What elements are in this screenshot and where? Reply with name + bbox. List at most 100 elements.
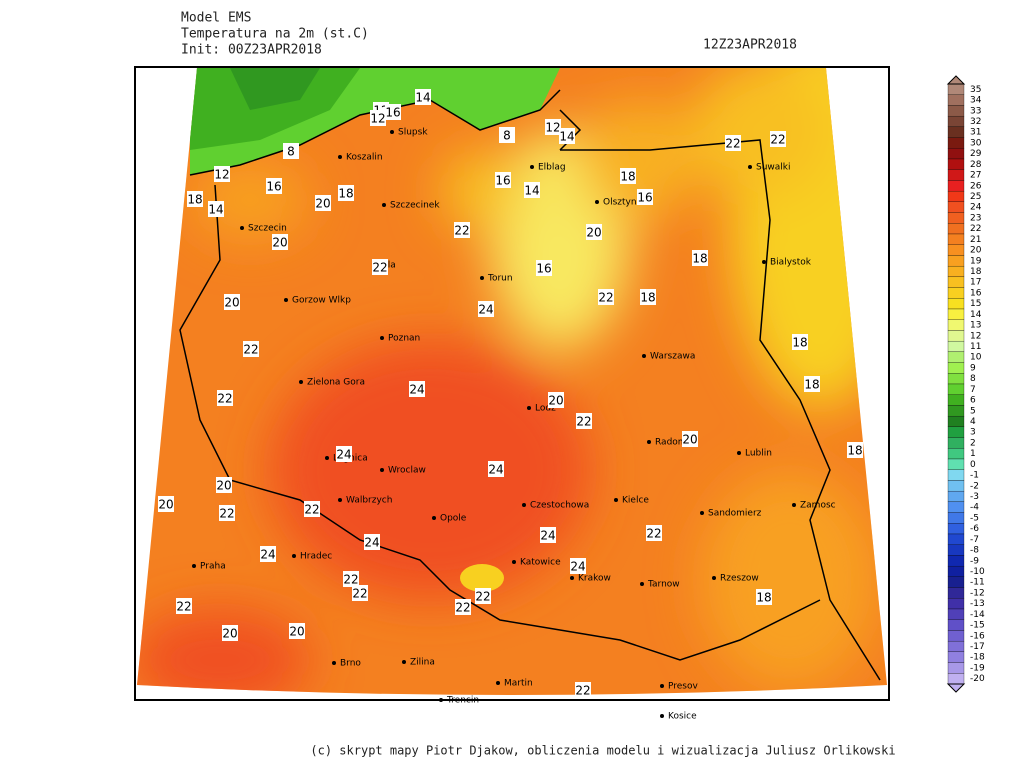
contour-label-text: 24 — [336, 448, 351, 462]
colorbar-label: -4 — [970, 503, 979, 513]
city-dot — [614, 498, 618, 502]
contour-label-box — [540, 527, 556, 543]
contour-label: 20 — [224, 294, 240, 310]
city-dot — [380, 468, 384, 472]
colorbar-label: 16 — [970, 288, 982, 298]
contour-label-box — [545, 119, 561, 135]
colorbar-label: 13 — [970, 321, 981, 331]
contour-label-text: 16 — [495, 174, 510, 188]
contour-label-box — [454, 222, 470, 238]
contour-label-box — [455, 599, 471, 615]
colorbar-swatch — [947, 565, 965, 578]
colorbar-label: -6 — [970, 524, 979, 534]
contour-label-box — [692, 250, 708, 266]
contour-label-box — [385, 104, 401, 120]
contour-label: 22 — [598, 289, 614, 305]
init: Init: 00Z23APR2018 — [181, 43, 322, 58]
colorbar-label: 26 — [970, 181, 982, 191]
city-name: Zamosc — [800, 501, 836, 511]
contour-label: 24 — [488, 461, 504, 477]
colorbar-label: 14 — [970, 310, 982, 320]
contour-label-box — [804, 376, 820, 392]
colorbar-label: -11 — [970, 578, 985, 588]
contour-label-text: 22 — [475, 590, 490, 604]
contour-label-box — [217, 390, 233, 406]
contour-label-box — [158, 496, 174, 512]
colorbar-label: 28 — [970, 160, 982, 170]
contour-label: 16 — [536, 260, 552, 276]
colorbar-label: 4 — [970, 417, 976, 427]
colorbar-label: 34 — [970, 96, 982, 106]
colorbar-swatch — [947, 373, 965, 385]
contour-label-text: 8 — [287, 145, 295, 159]
city-name: Slupsk — [398, 128, 428, 138]
contour-label-box — [770, 131, 786, 147]
city-name: Kielce — [622, 496, 649, 506]
colorbar-swatch — [947, 662, 965, 674]
colorbar-swatch — [947, 544, 965, 556]
colorbar-label: -14 — [970, 610, 985, 620]
city-dot — [439, 698, 443, 702]
city-dot — [390, 130, 394, 134]
colorbar-label: -8 — [970, 546, 979, 556]
city-name: Katowice — [520, 558, 561, 568]
contour-label: 22 — [217, 390, 233, 406]
contour-label-text: 18 — [692, 252, 707, 266]
colorbar-swatch — [947, 201, 965, 213]
colorbar-label: 0 — [970, 460, 976, 470]
contour-label: 24 — [570, 558, 586, 574]
contour-label-text: 20 — [158, 498, 173, 512]
city-dot — [240, 226, 244, 230]
city-dot — [595, 200, 599, 204]
colorbar-swatch — [947, 83, 965, 95]
colorbar-swatch — [947, 169, 965, 181]
colorbar-swatch — [947, 448, 965, 460]
city-name: Szczecin — [248, 224, 287, 234]
contour-label: 22 — [475, 588, 491, 604]
contour-label-text: 20 — [315, 197, 330, 211]
contour-label-box — [338, 185, 354, 201]
contour-label-text: 22 — [304, 503, 319, 517]
contour-label: 20 — [216, 477, 232, 493]
contour-label: 24 — [478, 301, 494, 317]
contour-label-text: 22 — [176, 600, 191, 614]
colorbar-swatch — [947, 533, 965, 545]
colorbar-swatch — [947, 587, 965, 599]
contour-label-box — [187, 191, 203, 207]
contour-label-text: 14 — [415, 91, 430, 105]
contour-label-text: 22 — [372, 261, 387, 275]
colorbar-swatch — [947, 480, 965, 492]
contour-label: 20 — [682, 431, 698, 447]
colorbar-label: 11 — [970, 342, 981, 352]
colorbar-swatch — [947, 276, 965, 288]
contour-label-text: 16 — [385, 106, 400, 120]
city-dot — [192, 564, 196, 568]
contour-label: 16 — [495, 172, 511, 188]
contour-label-box — [222, 625, 238, 641]
city-dot — [660, 684, 664, 688]
contour-label-text: 12 — [370, 112, 385, 126]
city-dot — [325, 456, 329, 460]
contour-label-text: 16 — [637, 191, 652, 205]
city-dot — [402, 660, 406, 664]
contour-label: 22 — [372, 259, 388, 275]
contour-label-text: 18 — [847, 444, 862, 458]
colorbar-swatch — [947, 298, 965, 310]
colorbar-swatch — [947, 490, 965, 503]
contour-label: 20 — [272, 234, 288, 250]
contour-label: 14 — [559, 128, 575, 144]
colorbar-swatch — [947, 598, 965, 610]
valid-time: 12Z23APR2018 — [703, 38, 797, 53]
contour-label-text: 20 — [216, 479, 231, 493]
city-name: Torun — [487, 274, 513, 284]
city-dot — [748, 165, 752, 169]
contour-label-text: 20 — [272, 236, 287, 250]
colorbar-swatch — [947, 340, 965, 353]
contour-label: 24 — [409, 381, 425, 397]
contour-label-box — [372, 259, 388, 275]
contour-label-box — [370, 110, 386, 126]
colorbar-label: 8 — [970, 374, 976, 384]
city-dot — [480, 276, 484, 280]
contour-label: 22 — [770, 131, 786, 147]
